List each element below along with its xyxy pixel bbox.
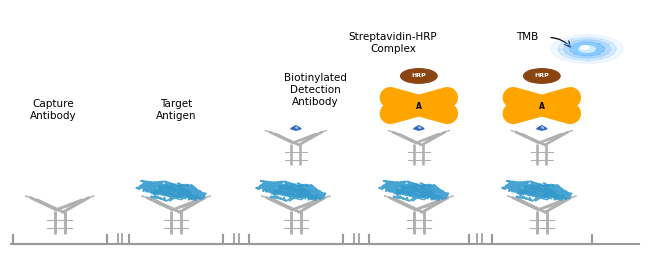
Text: Target
Antigen: Target Antigen (156, 99, 196, 121)
Circle shape (579, 46, 595, 52)
Polygon shape (419, 127, 421, 128)
Polygon shape (413, 126, 424, 130)
Text: HRP: HRP (411, 74, 426, 79)
Polygon shape (291, 126, 301, 130)
Circle shape (564, 40, 610, 58)
Circle shape (558, 37, 616, 61)
Polygon shape (542, 127, 544, 128)
Circle shape (573, 43, 601, 55)
Polygon shape (537, 126, 547, 130)
Polygon shape (296, 127, 298, 128)
Text: A: A (416, 102, 422, 111)
Circle shape (580, 46, 589, 49)
Circle shape (569, 42, 604, 56)
Text: Capture
Antibody: Capture Antibody (30, 99, 77, 121)
Text: Biotinylated
Detection
Antibody: Biotinylated Detection Antibody (284, 73, 346, 107)
Text: TMB: TMB (516, 32, 539, 42)
Text: HRP: HRP (534, 74, 549, 79)
Text: A: A (539, 102, 545, 111)
Circle shape (400, 69, 437, 83)
Circle shape (551, 35, 623, 63)
Circle shape (524, 69, 560, 83)
Text: Streptavidin-HRP
Complex: Streptavidin-HRP Complex (348, 32, 437, 54)
